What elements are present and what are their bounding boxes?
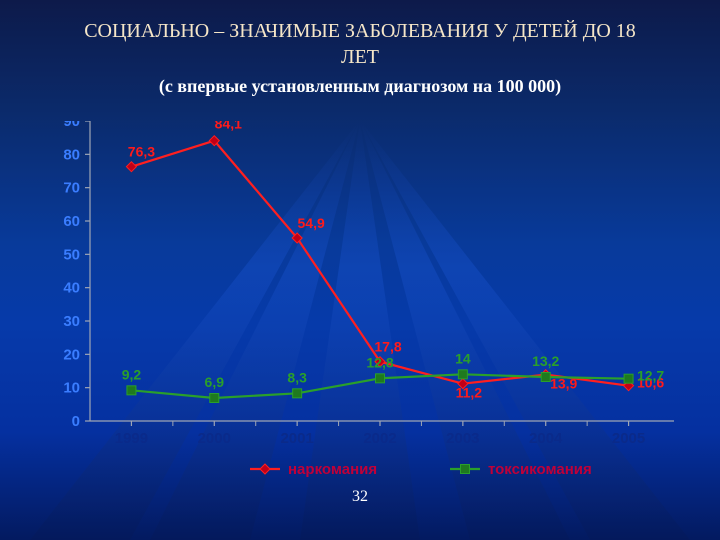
svg-text:70: 70 xyxy=(63,180,80,197)
svg-text:30: 30 xyxy=(63,313,80,330)
svg-text:0: 0 xyxy=(72,413,80,430)
svg-text:2002: 2002 xyxy=(363,430,396,447)
svg-text:76,3: 76,3 xyxy=(128,144,155,160)
page-subtitle: (с впервые установленным диагнозом на 10… xyxy=(0,76,720,111)
title-line-1: СОЦИАЛЬНО – ЗНАЧИМЫЕ ЗАБОЛЕВАНИЯ У ДЕТЕЙ… xyxy=(84,20,636,42)
svg-text:6,9: 6,9 xyxy=(205,374,225,390)
svg-text:54,9: 54,9 xyxy=(298,215,325,231)
svg-text:2000: 2000 xyxy=(198,430,231,447)
svg-text:2001: 2001 xyxy=(280,430,313,447)
svg-text:20: 20 xyxy=(63,346,80,363)
svg-text:60: 60 xyxy=(63,213,80,230)
svg-text:2003: 2003 xyxy=(446,430,479,447)
svg-text:1999: 1999 xyxy=(115,430,148,447)
svg-text:9,2: 9,2 xyxy=(122,366,142,382)
svg-text:2005: 2005 xyxy=(612,430,645,447)
svg-text:8,3: 8,3 xyxy=(287,369,307,385)
svg-text:40: 40 xyxy=(63,280,80,297)
title-line-2: ЛЕТ xyxy=(341,46,379,68)
chart-svg: 0 10 20 30 40 50 60 70 80 90 1999 2000 2001 2002 2003 2… xyxy=(10,121,690,491)
svg-text:14: 14 xyxy=(455,350,471,366)
svg-text:наркомания: наркомания xyxy=(288,461,377,478)
svg-text:80: 80 xyxy=(63,146,80,163)
svg-text:2004: 2004 xyxy=(529,430,563,447)
svg-text:50: 50 xyxy=(63,246,80,263)
svg-text:11,2: 11,2 xyxy=(456,385,483,401)
page-title: СОЦИАЛЬНО – ЗНАЧИМЫЕ ЗАБОЛЕВАНИЯ У ДЕТЕЙ… xyxy=(0,0,720,76)
svg-text:17,8: 17,8 xyxy=(374,339,401,355)
page-number: 32 xyxy=(352,488,368,506)
svg-text:12,7: 12,7 xyxy=(637,368,664,384)
svg-text:90: 90 xyxy=(63,121,80,130)
line-chart: 0 10 20 30 40 50 60 70 80 90 1999 2000 2001 2002 2003 2… xyxy=(10,121,680,491)
svg-text:84,1: 84,1 xyxy=(215,121,242,132)
svg-text:10: 10 xyxy=(63,380,80,397)
svg-text:токсикомания: токсикомания xyxy=(488,461,592,478)
svg-text:12,8: 12,8 xyxy=(366,354,393,370)
svg-text:13,2: 13,2 xyxy=(532,353,559,369)
